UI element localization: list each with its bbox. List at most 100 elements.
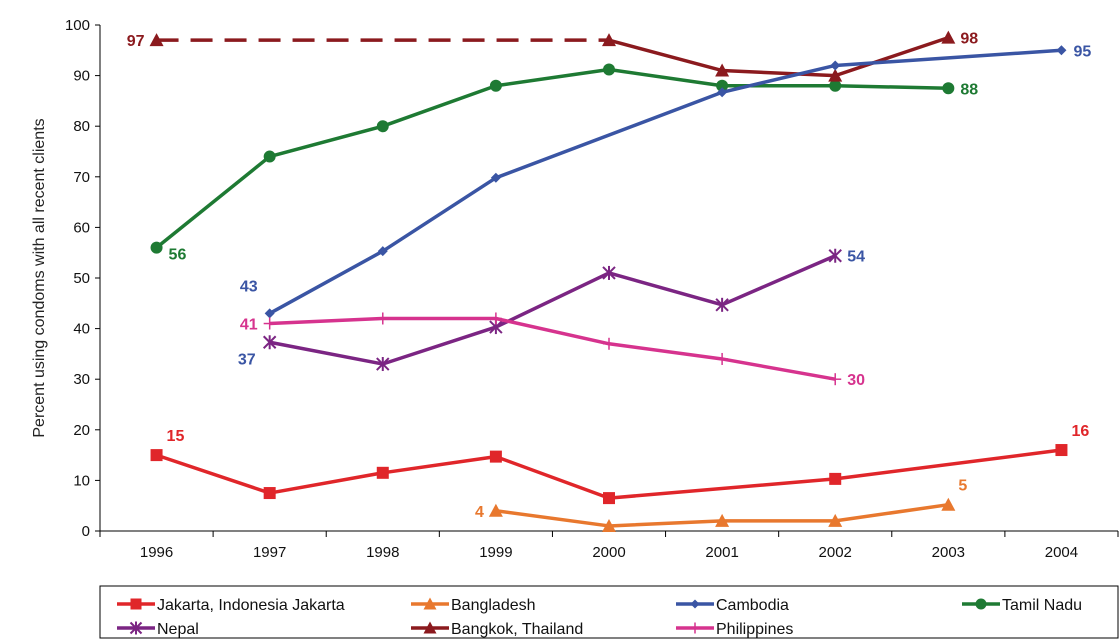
data-point	[715, 63, 730, 77]
y-tick-label: 70	[73, 169, 90, 186]
series-line	[608, 35, 949, 78]
y-tick-label: 100	[65, 17, 90, 34]
y-tick-label: 80	[73, 118, 90, 135]
data-point	[1055, 444, 1068, 457]
data-point	[149, 33, 164, 47]
data-point	[717, 87, 728, 98]
y-tick-label: 0	[82, 523, 90, 540]
data-label: 30	[847, 372, 865, 389]
legend-item: Tamil Nadu	[962, 597, 1082, 614]
data-point	[423, 621, 437, 634]
y-tick-label: 30	[73, 371, 90, 388]
x-tick-label: 2003	[932, 544, 965, 561]
data-point	[423, 597, 437, 610]
data-point	[690, 599, 700, 609]
data-point	[942, 82, 955, 95]
data-point	[264, 308, 275, 319]
legend-item: Bangladesh	[411, 597, 536, 614]
data-label: 95	[1073, 43, 1091, 60]
legend-label: Bangladesh	[451, 597, 536, 614]
data-point	[150, 241, 163, 254]
data-point	[376, 466, 389, 479]
series-bangladesh	[488, 497, 956, 532]
data-point	[489, 450, 502, 463]
x-tick-label: 1998	[366, 544, 399, 561]
data-label: 97	[127, 33, 145, 50]
data-point	[602, 518, 616, 532]
legend-label: Nepal	[157, 621, 199, 638]
series-jakarta-indonesia-jakarta	[150, 444, 1068, 505]
legend-item: Cambodia	[676, 597, 789, 614]
data-point	[263, 317, 276, 330]
series-line	[269, 254, 836, 366]
data-point	[829, 472, 842, 485]
data-labels: 56 88 97 98 43 95 37 54 41 30 15 16 4 5	[127, 31, 1092, 521]
series-line	[268, 48, 1062, 315]
data-point	[488, 503, 503, 517]
legend-item: Jakarta, Indonesia Jakarta	[117, 597, 345, 614]
axes: 0 10 20 30 40 50 60 70 80 90 100 1996 1997 1998 1999 20…	[31, 17, 1119, 561]
data-point	[975, 598, 987, 610]
data-point	[262, 335, 277, 350]
data-point	[377, 246, 388, 257]
x-tick-label: 2001	[705, 544, 738, 561]
series-cambodia	[264, 45, 1067, 319]
data-label: 54	[847, 249, 865, 266]
data-point	[263, 487, 276, 500]
data-point	[715, 513, 730, 527]
data-label: 43	[240, 278, 258, 295]
data-point	[689, 622, 701, 634]
series-layer	[149, 30, 1068, 532]
data-point	[829, 79, 842, 92]
data-point	[828, 68, 843, 82]
data-label: 15	[167, 428, 185, 445]
data-label: 16	[1071, 423, 1089, 440]
data-point	[376, 357, 390, 372]
data-point	[602, 265, 616, 280]
data-point	[489, 312, 502, 325]
data-point	[941, 497, 956, 511]
data-point	[941, 30, 956, 44]
data-point	[150, 449, 163, 462]
data-label: 41	[240, 317, 258, 334]
data-point	[130, 598, 142, 610]
data-label: 4	[475, 504, 484, 521]
data-point	[830, 60, 841, 71]
series-line	[155, 67, 949, 250]
x-tick-label: 1997	[253, 544, 286, 561]
x-tick-label: 1999	[479, 544, 512, 561]
legend-item: Nepal	[117, 621, 199, 638]
legend-box	[99, 585, 1119, 639]
x-tick-label: 2002	[819, 544, 852, 561]
series-philippines	[263, 312, 842, 386]
x-tick-label: 1996	[140, 544, 173, 561]
legend: Jakarta, Indonesia Jakarta Bangladesh Camb…	[99, 585, 1119, 639]
data-point	[828, 248, 842, 263]
data-point	[828, 513, 843, 527]
data-point	[603, 63, 615, 76]
series-bangkok-thailand	[149, 30, 956, 82]
data-point	[829, 373, 842, 386]
y-tick-label: 20	[73, 422, 90, 439]
data-point	[716, 352, 729, 365]
y-tick-label: 50	[73, 270, 90, 287]
series-line	[269, 316, 836, 381]
data-point	[603, 337, 615, 350]
legend-label: Jakarta, Indonesia Jakarta	[157, 597, 345, 614]
data-label: 88	[960, 81, 978, 98]
x-tick-label: 2004	[1045, 544, 1078, 561]
legend-label: Bangkok, Thailand	[451, 621, 583, 638]
legend-label: Cambodia	[716, 597, 789, 614]
y-axis-title: Percent using condoms with all recent cl…	[31, 118, 48, 437]
data-point	[716, 79, 729, 92]
data-label: 56	[169, 247, 187, 264]
data-point	[376, 120, 389, 133]
data-point	[1056, 45, 1067, 56]
data-point	[490, 172, 501, 183]
data-point	[603, 492, 615, 505]
legend-label: Philippines	[716, 621, 793, 638]
data-point	[489, 79, 502, 92]
y-tick-label: 40	[73, 321, 90, 338]
